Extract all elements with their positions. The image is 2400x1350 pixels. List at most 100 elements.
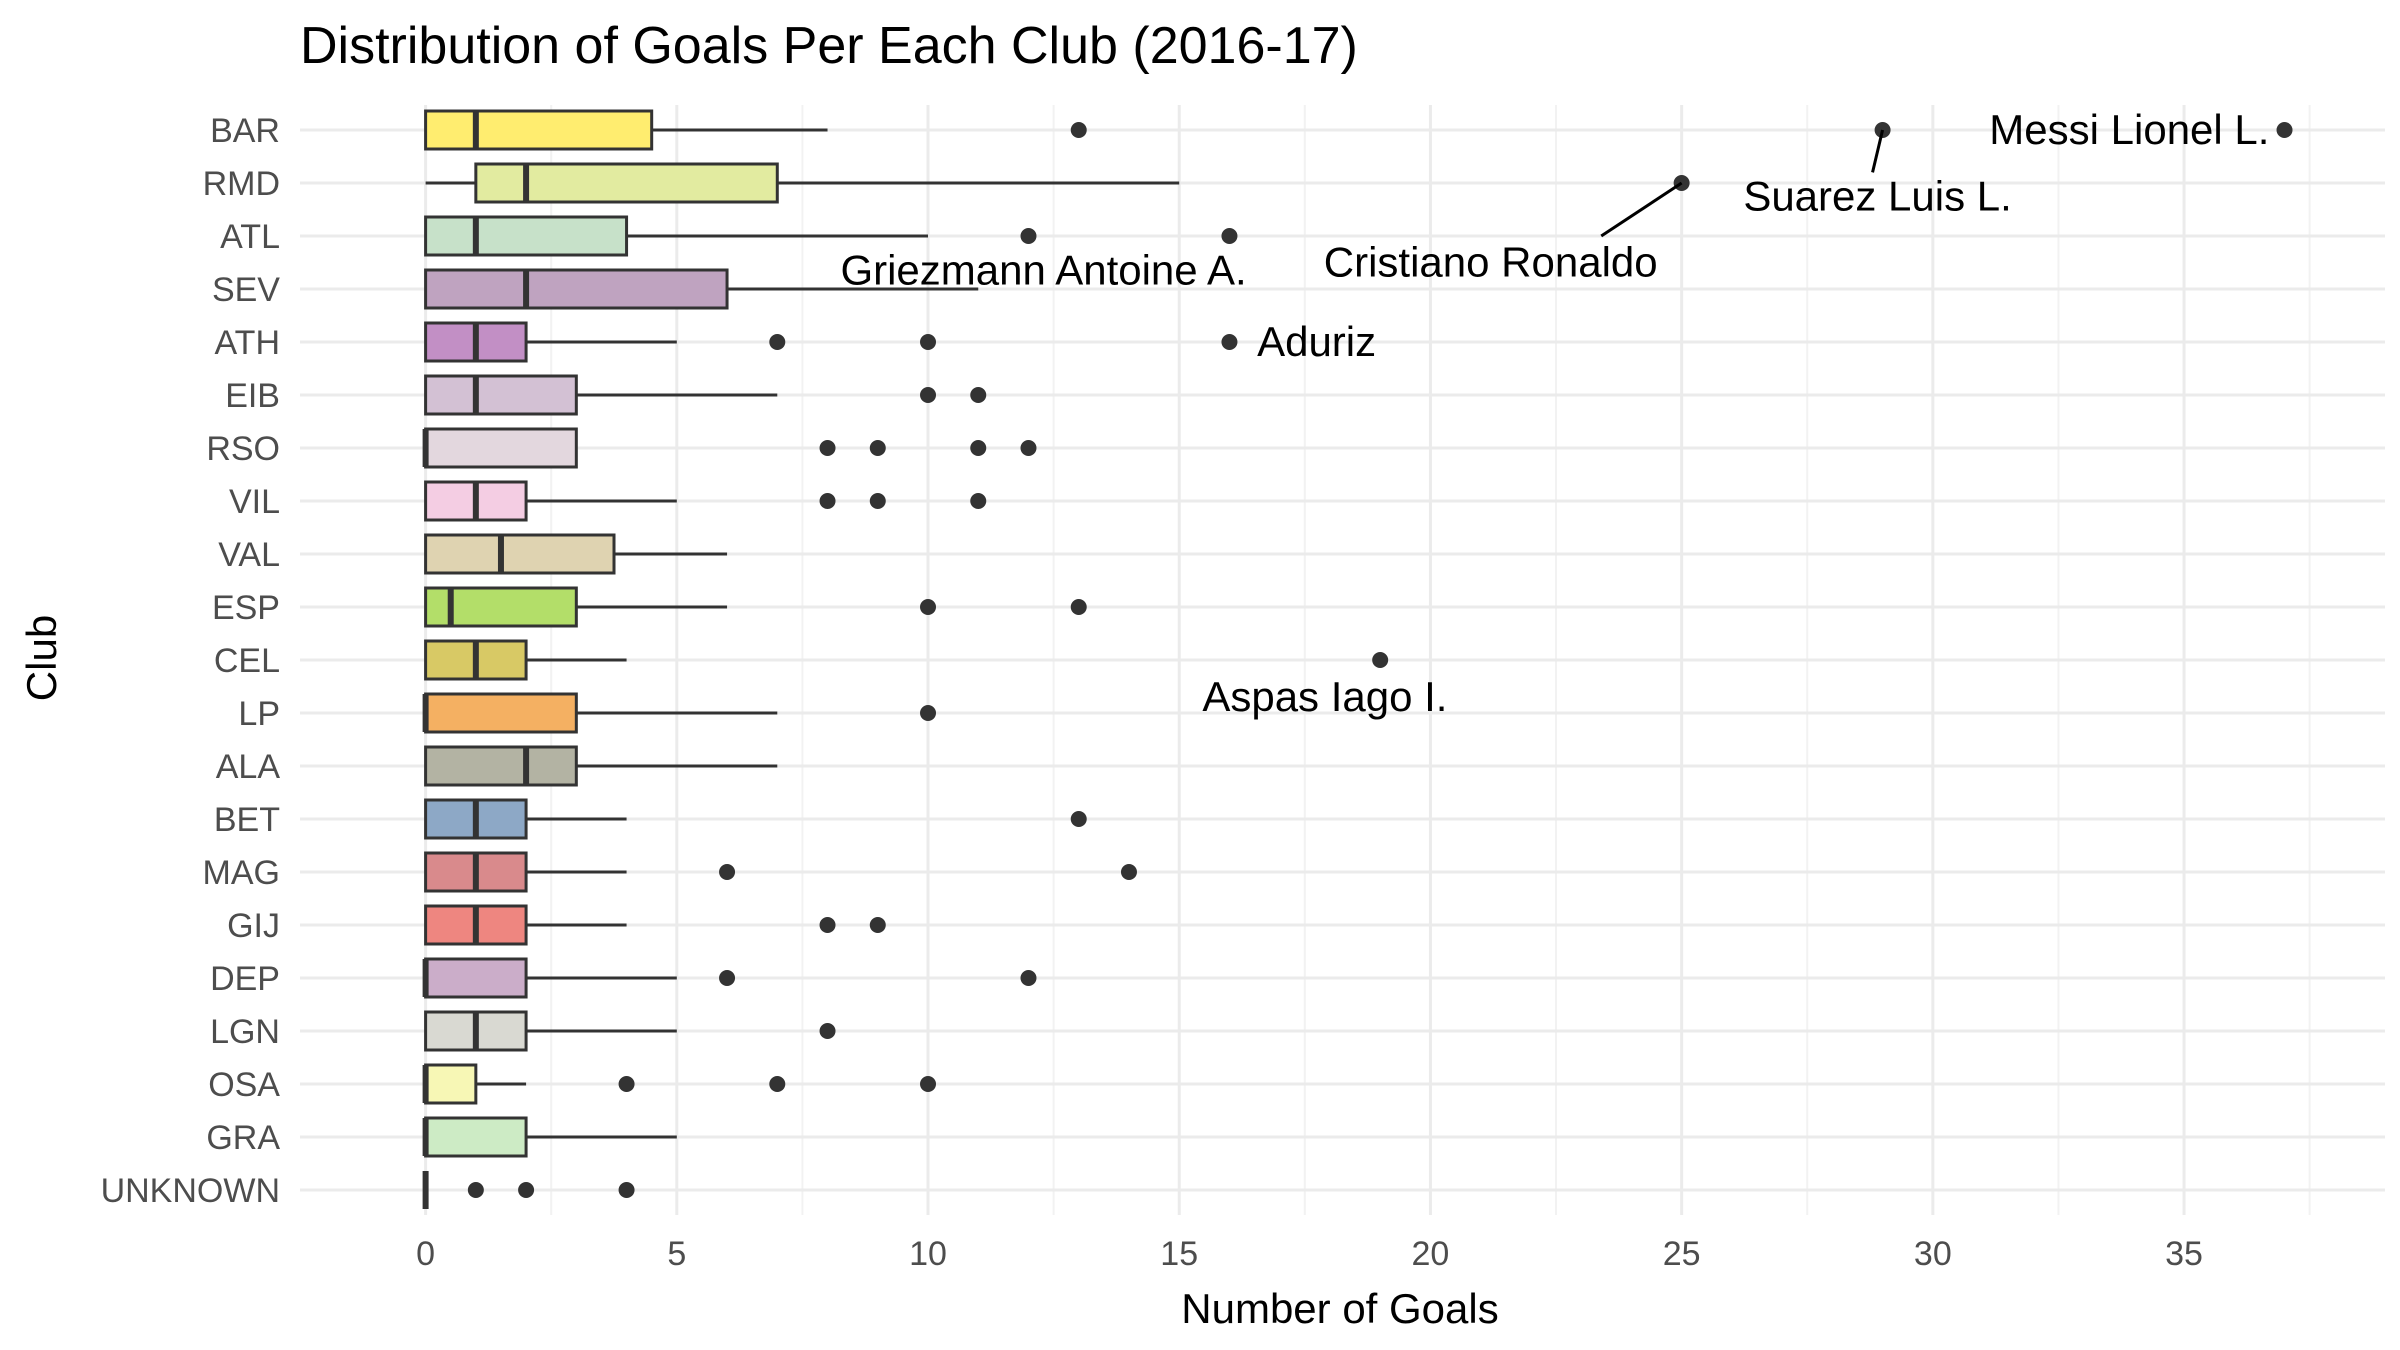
y-tick-label: RSO bbox=[206, 430, 280, 468]
x-tick-label: 35 bbox=[2165, 1235, 2203, 1273]
box-group bbox=[424, 745, 778, 787]
outlier-point bbox=[618, 1182, 635, 1198]
outlier-point bbox=[1020, 970, 1037, 986]
y-tick-label: GRA bbox=[206, 1119, 280, 1157]
outlier-point bbox=[869, 917, 886, 933]
outlier-point bbox=[769, 1076, 786, 1092]
outlier-point bbox=[819, 493, 836, 509]
y-tick-label: BAR bbox=[210, 112, 280, 150]
tick-label-layer: 0 5 10 15 20 25 30 35 BAR RMD ATL SEV ATH EIB RSO VIL VA… bbox=[101, 112, 2203, 1273]
annotation-label: Griezmann Antoine A. bbox=[840, 246, 1246, 293]
box-group bbox=[424, 639, 1389, 681]
y-tick-label: RMD bbox=[203, 165, 280, 203]
y-tick-label: VAL bbox=[218, 536, 280, 574]
outlier-point bbox=[970, 387, 987, 403]
outlier-point bbox=[819, 1023, 836, 1039]
box-group bbox=[424, 533, 728, 575]
box-group bbox=[424, 321, 1238, 363]
box bbox=[424, 692, 578, 734]
outlier-point bbox=[970, 440, 987, 456]
x-tick-label: 10 bbox=[909, 1235, 947, 1273]
outlier-point bbox=[819, 440, 836, 456]
y-axis-title: Club bbox=[18, 615, 65, 701]
box-group bbox=[424, 586, 1087, 628]
y-tick-label: BET bbox=[214, 801, 280, 839]
box-group bbox=[422, 1116, 677, 1158]
annotation-label: Cristiano Ronaldo bbox=[1324, 239, 1658, 286]
x-tick-label: 0 bbox=[416, 1235, 435, 1273]
y-tick-label: MAG bbox=[203, 854, 280, 892]
box bbox=[424, 533, 616, 575]
y-tick-label: EIB bbox=[225, 377, 280, 415]
outlier-point bbox=[920, 1076, 937, 1092]
outlier-point bbox=[1120, 864, 1137, 880]
box bbox=[424, 374, 578, 416]
box-group bbox=[422, 1063, 937, 1105]
x-tick-label: 15 bbox=[1160, 1235, 1198, 1273]
outlier-point bbox=[869, 440, 886, 456]
box bbox=[424, 1116, 528, 1158]
chart-title: Distribution of Goals Per Each Club (201… bbox=[300, 17, 1358, 75]
annotation-label: Suarez Luis L. bbox=[1743, 172, 2012, 219]
outlier-point bbox=[920, 599, 937, 615]
box-group bbox=[422, 1171, 635, 1209]
outlier-point bbox=[719, 970, 736, 986]
x-tick-label: 25 bbox=[1663, 1235, 1701, 1273]
outlier-point bbox=[920, 334, 937, 350]
box bbox=[424, 109, 654, 151]
y-tick-label: GIJ bbox=[227, 907, 280, 945]
box bbox=[424, 268, 729, 310]
y-tick-label: ESP bbox=[212, 589, 280, 627]
outlier-point bbox=[518, 1182, 535, 1198]
outlier-point bbox=[819, 917, 836, 933]
y-tick-label: OSA bbox=[208, 1066, 280, 1104]
y-tick-label: VIL bbox=[229, 483, 280, 521]
box-group bbox=[424, 374, 987, 416]
outlier-point bbox=[1221, 334, 1238, 350]
outlier-point bbox=[1221, 228, 1238, 244]
y-tick-label: CEL bbox=[214, 642, 280, 680]
annotation-leader bbox=[1600, 181, 1683, 238]
box bbox=[474, 162, 779, 204]
box-group bbox=[422, 692, 937, 734]
box bbox=[424, 427, 578, 469]
box-group bbox=[424, 798, 1087, 840]
y-tick-label: UNKNOWN bbox=[101, 1172, 280, 1210]
x-tick-label: 5 bbox=[667, 1235, 686, 1273]
annotation-label: Aduriz bbox=[1257, 318, 1376, 365]
outlier-point bbox=[2276, 122, 2293, 138]
outlier-point bbox=[869, 493, 886, 509]
y-tick-label: SEV bbox=[212, 271, 280, 309]
annotation-layer: Messi Lionel L. Suarez Luis L. Cristiano R… bbox=[840, 106, 2269, 720]
box bbox=[424, 745, 578, 787]
grid-layer bbox=[300, 105, 2385, 1215]
outlier-point bbox=[467, 1182, 484, 1198]
annotation-label: Messi Lionel L. bbox=[1989, 106, 2269, 153]
y-tick-label: LGN bbox=[210, 1013, 280, 1051]
y-tick-label: LP bbox=[238, 695, 280, 733]
outlier-point bbox=[769, 334, 786, 350]
outlier-point bbox=[1070, 599, 1087, 615]
outlier-point bbox=[920, 705, 937, 721]
x-axis-title: Number of Goals bbox=[1181, 1285, 1498, 1332]
outlier-point bbox=[970, 493, 987, 509]
outlier-point bbox=[618, 1076, 635, 1092]
box bbox=[424, 1063, 478, 1105]
outlier-point bbox=[719, 864, 736, 880]
box-group bbox=[422, 957, 1037, 999]
outlier-point bbox=[1070, 122, 1087, 138]
box-group bbox=[424, 1010, 836, 1052]
x-tick-label: 30 bbox=[1914, 1235, 1952, 1273]
box-layer bbox=[422, 109, 2293, 1209]
box-group bbox=[424, 904, 886, 946]
annotation-label: Aspas Iago I. bbox=[1202, 673, 1447, 720]
box-group bbox=[422, 427, 1037, 469]
box-group bbox=[425, 162, 1690, 204]
y-tick-label: ATH bbox=[215, 324, 280, 362]
box-group bbox=[424, 851, 1137, 893]
outlier-point bbox=[1070, 811, 1087, 827]
box bbox=[424, 957, 528, 999]
box bbox=[424, 215, 629, 257]
